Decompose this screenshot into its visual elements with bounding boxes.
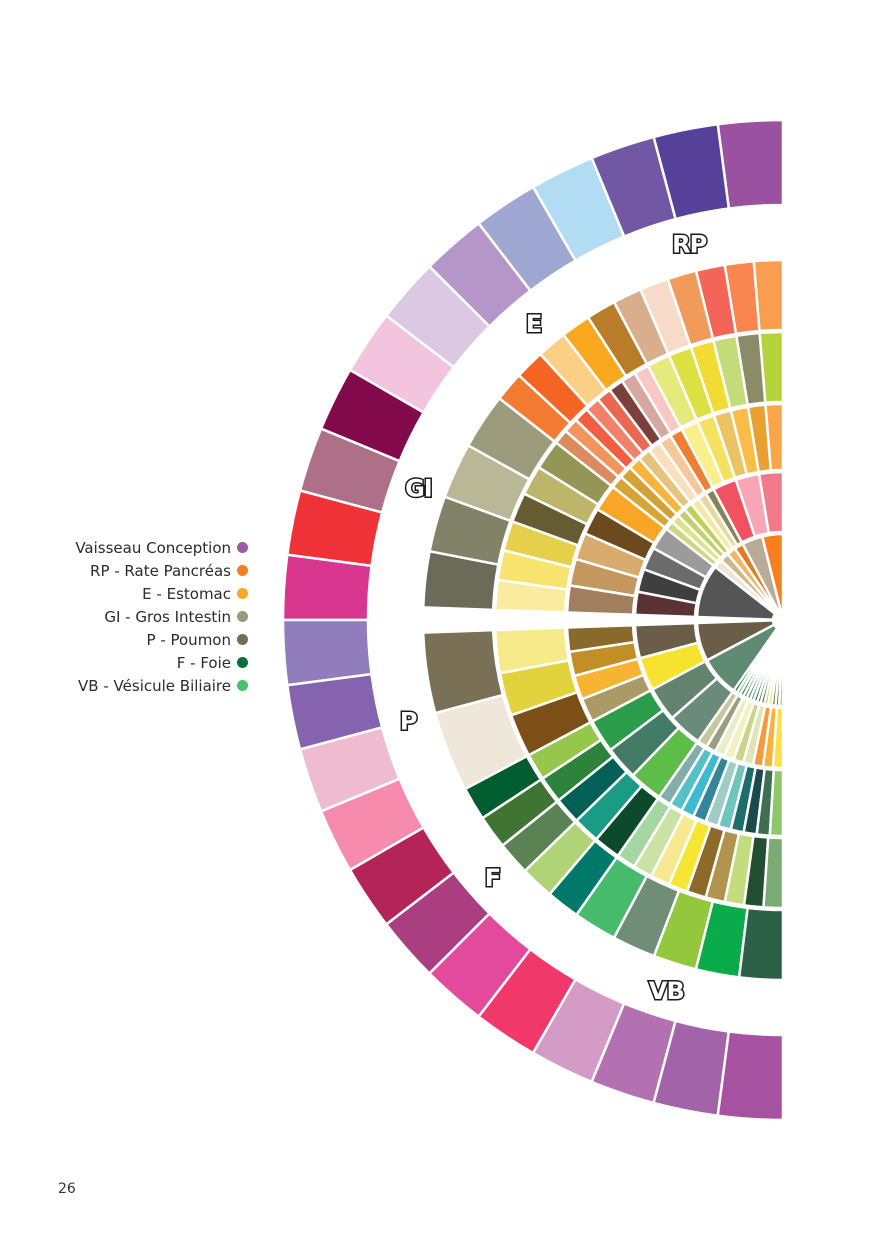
legend-dot	[237, 680, 248, 691]
section-vb	[574, 626, 783, 982]
page-number: 26	[58, 1181, 76, 1197]
inner-rings	[421, 258, 783, 982]
section-e	[497, 300, 780, 616]
legend-label: E - Estomac	[142, 584, 231, 603]
section-gi	[421, 396, 777, 621]
legend: Vaisseau Conception RP - Rate Pancréas E…	[40, 536, 248, 697]
legend-dot	[237, 634, 248, 645]
legend-dot	[237, 611, 248, 622]
legend-item: P - Poumon	[40, 628, 248, 651]
legend-label: VB - Vésicule Biliaire	[78, 676, 231, 695]
legend-item: Vaisseau Conception	[40, 536, 248, 559]
section-segment	[737, 906, 783, 982]
outer-ring-vaisseau-conception	[281, 118, 783, 1122]
legend-dot	[237, 588, 248, 599]
legend-item: F - Foie	[40, 651, 248, 674]
section-label-gi: GI	[405, 474, 432, 502]
legend-label: P - Poumon	[146, 630, 232, 649]
legend-label: GI - Gros Intestin	[104, 607, 231, 626]
section-segment	[777, 628, 783, 708]
section-f	[463, 623, 780, 917]
legend-dot	[237, 657, 248, 668]
legend-label: F - Foie	[176, 653, 231, 672]
section-segment	[771, 706, 783, 770]
legend-item: VB - Vésicule Biliaire	[40, 674, 248, 697]
section-segment	[421, 549, 500, 612]
section-label-e: E	[526, 310, 541, 338]
section-p	[421, 619, 776, 791]
section-label-p: P	[400, 707, 417, 735]
legend-label: RP - Rate Pancréas	[90, 561, 231, 580]
section-segment	[633, 590, 699, 619]
legend-item: RP - Rate Pancréas	[40, 559, 248, 582]
section-segment	[762, 836, 783, 910]
section-label-f: F	[485, 864, 500, 892]
outer-ring-segment	[281, 553, 373, 622]
section-segment	[768, 768, 783, 838]
section-label-vb: VB	[649, 977, 684, 1005]
section-segment	[565, 584, 637, 617]
outer-ring-segment	[716, 1030, 783, 1122]
section-labels: RP E GI P F VB	[398, 229, 709, 1007]
legend-item: GI - Gros Intestin	[40, 605, 248, 628]
legend-label: Vaisseau Conception	[75, 538, 231, 557]
legend-dot	[237, 542, 248, 553]
section-segment	[695, 565, 777, 621]
legend-dot	[237, 565, 248, 576]
section-rp	[612, 258, 783, 613]
section-label-rp: RP	[672, 231, 706, 259]
legend-item: E - Estomac	[40, 582, 248, 605]
section-segment	[493, 578, 569, 614]
